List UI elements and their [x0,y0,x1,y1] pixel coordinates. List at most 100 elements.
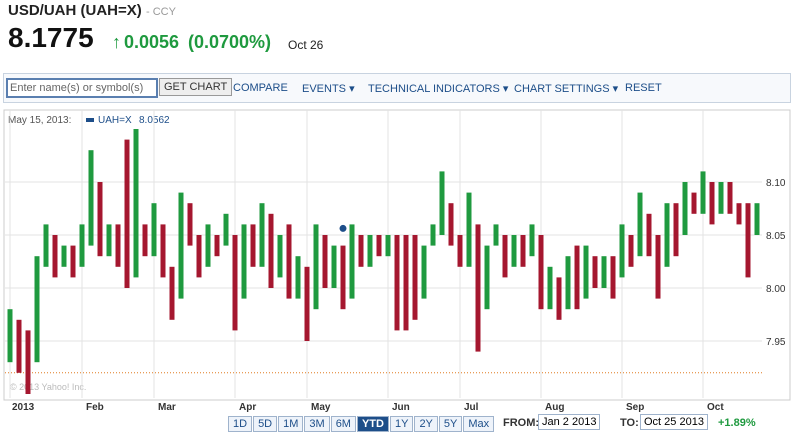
y-tick-label: 8.05 [766,231,786,242]
candle [718,182,724,214]
candle [475,224,481,352]
candle [637,192,643,257]
y-tick-label: 7.95 [766,337,786,348]
x-tick-label: May [311,402,331,413]
candle [16,319,22,373]
candle [349,224,355,299]
change: 0.0056 [124,32,180,52]
candle [439,171,445,235]
candle [619,224,625,278]
from-label: FROM: [503,417,540,429]
candle [754,203,760,235]
candle [574,245,580,310]
candle [214,235,220,257]
candle [52,235,58,278]
candle [169,266,175,320]
candle [25,330,31,394]
x-tick-label: Mar [158,402,176,413]
hover-dot [339,224,347,232]
get-chart-button[interactable]: GET CHART [159,78,233,96]
candle [466,192,472,267]
candle [61,245,67,267]
from-input[interactable]: Jan 2 2013 [538,414,601,430]
candle [115,224,121,267]
range-button[interactable]: Max [463,416,495,432]
candle [142,224,148,257]
candle [673,203,679,257]
candle [43,224,49,267]
x-tick-label: Oct [707,402,724,413]
candle [709,182,715,225]
range-button[interactable]: 1M [278,416,304,432]
period-change: +1.89% [718,417,756,429]
chart-frame [3,109,791,401]
candle [196,235,202,278]
x-tick-label: Feb [86,402,104,413]
candle [511,235,517,267]
candle [97,182,103,257]
candle [691,192,697,214]
up-arrow: ↑ [112,32,121,52]
legend-swatch [86,118,94,122]
candle [340,245,346,310]
range-button[interactable]: 2Y [414,416,438,432]
candle [610,256,616,299]
candle [160,224,166,278]
search-input[interactable]: Enter name(s) or symbol(s) [6,78,158,98]
legend-date: May 15, 2013: [8,115,71,126]
candle [358,235,364,267]
candle [646,213,652,257]
candle [232,235,238,331]
candle [376,235,382,257]
candle [628,235,634,267]
candle [259,203,265,267]
candle [457,235,463,267]
technical[interactable]: TECHNICAL INDICATORS ▾ [368,83,509,95]
range-button[interactable]: 1D [228,416,253,432]
candle [547,266,553,310]
reset[interactable]: RESET [625,82,662,94]
range-button[interactable]: YTD [356,416,389,432]
candle [394,235,400,331]
legend-value: 8.0562 [139,115,170,126]
candle [70,245,76,278]
candle [592,256,598,288]
events[interactable]: EVENTS ▾ [302,83,355,95]
y-tick-label: 8.10 [766,178,786,189]
candle [682,182,688,235]
candle [268,213,274,288]
candle [313,224,319,310]
candle [367,235,373,267]
range-button[interactable]: 5D [253,416,278,432]
candle [583,245,589,299]
range-button[interactable]: 6M [330,416,356,432]
y-tick-label: 8.00 [766,284,786,295]
candle [322,235,328,288]
candle [700,171,706,214]
candle [529,224,535,257]
compare[interactable]: COMPARE [233,82,288,94]
candle [34,256,40,363]
x-tick-label: Aug [545,402,564,413]
range-button[interactable]: 1Y [389,416,414,432]
candle [664,203,670,267]
candle [88,150,94,246]
range-button[interactable]: 3M [304,416,330,432]
settings[interactable]: CHART SETTINGS ▾ [514,83,619,95]
range-button[interactable]: 5Y [438,416,463,432]
candle [502,235,508,278]
candle [538,235,544,310]
candle [250,224,256,267]
candle [7,309,13,363]
candle [133,129,139,278]
candle [151,203,157,257]
exchange: - CCY [146,6,176,18]
candle [448,203,454,246]
candle [601,256,607,288]
candle [385,235,391,257]
candle [205,224,211,267]
x-tick-label: Sep [626,402,644,413]
candle [727,182,733,214]
to-input[interactable]: Oct 25 2013 [640,414,708,430]
